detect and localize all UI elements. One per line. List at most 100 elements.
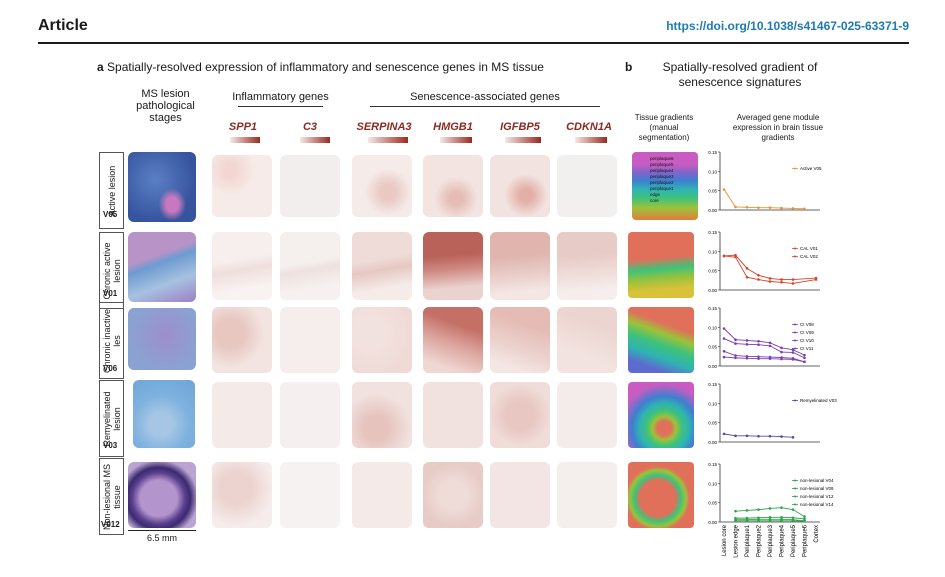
series-line [723,254,817,281]
expr-tile-v01-serpina3 [352,232,412,300]
expr-tile-v01-hmgb1 [423,232,483,300]
col-header-ms-stages: MS lesion pathological stages [136,88,195,124]
data-point [768,206,772,209]
y-tick-label: 0.10 [708,401,717,406]
x-tick-label: Cortex [814,525,820,543]
data-point [791,207,795,210]
data-point [780,519,783,523]
data-point [734,205,737,209]
y-tick-label: 0.00 [708,288,717,293]
y-tick-label: 0.10 [708,169,717,174]
he-image-v06 [128,308,196,370]
expr-tile-v06-hmgb1 [423,307,483,373]
data-point [780,350,783,354]
col-header-senescence: Senescence-associated genes [410,91,560,103]
data-point [780,206,783,210]
data-point [814,278,818,281]
legend-label: Active V05 [800,166,822,171]
colorbar-igfbp5 [505,137,541,143]
y-tick-label: 0.00 [708,520,717,525]
expr-tile-v03-hmgb1 [423,382,483,448]
data-point [722,350,726,353]
data-point [722,355,726,359]
expr-tile-v01-cdkn1a [557,232,617,300]
legend-marker [794,339,796,342]
y-tick-label: 0.10 [708,481,717,486]
legend-marker [794,331,796,334]
panel-a-title-text: Spatially-resolved expression of inflamm… [107,60,544,74]
y-tick-label: 0.15 [708,462,717,467]
legend-marker [794,323,796,326]
doi-link[interactable]: https://doi.org/10.1038/s41467-025-63371… [666,19,909,33]
series-line [723,328,805,356]
data-point [734,509,737,513]
data-point [803,353,806,357]
data-point [757,278,760,281]
data-point [791,508,795,511]
legend-marker [794,255,796,258]
data-point [745,343,749,346]
data-point [768,341,772,345]
y-tick-label: 0.00 [708,208,717,213]
data-point [745,205,749,209]
expr-tile-v03-serpina3 [352,382,412,448]
data-point [803,356,806,360]
row-label-box-chronic-active: Chronic active lesion [99,232,124,309]
data-point [757,339,760,343]
legend-marker [794,495,796,498]
y-tick-label: 0.15 [708,306,717,311]
sample-id-v05: V05 [103,210,118,219]
data-point [780,516,783,519]
legend-label: non-lesional V04 [800,478,834,483]
legend-marker [794,487,796,490]
data-point [722,337,726,340]
y-tick-label: 0.10 [708,249,717,254]
line-charts: 0.15 0.10 0.05 0.00 Active V05 0.15 0.10 0.05 0.… [708,150,837,558]
expr-tile-v012-igfbp5 [490,462,550,528]
expr-tile-v03-spp1 [212,382,272,448]
gene-label-cdkn1a: CDKN1A [566,121,612,133]
data-point [734,356,737,360]
data-point [780,280,783,284]
panel-a-letter: a [97,60,104,74]
data-point [757,206,760,209]
gene-label-serpina3: SERPINA3 [356,121,412,133]
data-point [745,267,749,270]
expr-tile-v06-serpina3 [352,307,412,373]
sample-id-v01: V01 [103,289,118,298]
header-rule [38,42,909,44]
data-point [734,255,737,259]
legend-label: non-lesional V14 [800,502,834,507]
data-point [780,357,783,361]
panel-b-title: Spatially-resolved gradient of senescenc… [662,60,818,89]
expr-tile-v012-c3 [280,462,340,528]
data-point [803,360,806,364]
y-tick-label: 0.05 [708,345,717,350]
x-tick-label: Lesion core [722,524,728,556]
data-point [734,519,737,523]
legend-marker [794,399,796,402]
data-point [791,282,795,285]
legend-marker [794,347,796,350]
sample-id-v06: V06 [103,364,118,373]
colorbar-cdkn1a [575,137,607,143]
series-line [723,338,805,359]
expr-tile-v012-hmgb1 [423,462,483,528]
expr-tile-v01-c3 [280,232,340,300]
legend-marker [794,503,796,506]
data-point [780,278,783,281]
data-point [803,207,806,211]
x-tick-label: Periplaque1 [745,524,751,557]
gene-label-spp1: SPP1 [228,121,258,133]
data-point [745,339,749,342]
segmentation-v03 [628,382,694,448]
data-point [757,508,760,511]
sample-id-v012: V012 [101,520,120,529]
expr-tile-v06-igfbp5 [490,307,550,373]
expr-tile-v05-hmgb1 [423,155,483,217]
expr-tile-v05-serpina3 [352,155,412,217]
segmentation-v05: periplaque6 periplaque5 periplaque4 peri… [632,152,698,220]
expr-tile-v05-c3 [280,155,340,217]
expr-tile-v012-cdkn1a [557,462,617,528]
colorbar-serpina3 [368,137,408,143]
